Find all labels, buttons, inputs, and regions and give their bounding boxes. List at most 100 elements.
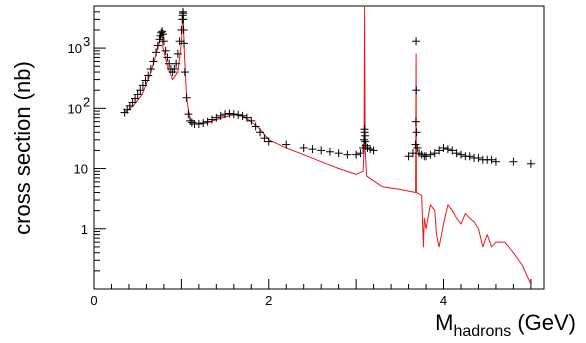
data-point bbox=[163, 53, 172, 62]
y-tick-label: 10 bbox=[74, 162, 88, 177]
y-tick-label: 10 bbox=[68, 41, 82, 56]
data-point bbox=[159, 37, 168, 46]
data-point bbox=[426, 150, 435, 159]
data-point bbox=[366, 145, 375, 154]
data-point bbox=[448, 146, 457, 155]
series-line bbox=[124, 5, 532, 285]
data-point bbox=[212, 113, 221, 122]
data-point bbox=[369, 146, 378, 155]
data-point bbox=[141, 76, 150, 85]
data-point bbox=[216, 111, 225, 120]
data-point bbox=[194, 119, 203, 128]
data-point bbox=[299, 143, 308, 152]
plot-frame bbox=[93, 5, 545, 290]
data-point bbox=[172, 59, 181, 68]
data-point bbox=[404, 152, 413, 161]
y-tick-label-base: 10 bbox=[68, 101, 82, 116]
data-point bbox=[133, 90, 142, 99]
data-point bbox=[186, 116, 195, 125]
data-point bbox=[173, 49, 182, 58]
y-tick-label: 10 bbox=[68, 101, 82, 116]
data-point bbox=[149, 57, 158, 66]
data-point bbox=[242, 113, 251, 122]
data-point bbox=[430, 149, 439, 158]
data-point bbox=[509, 157, 518, 166]
data-point bbox=[325, 147, 334, 156]
data-point bbox=[152, 48, 161, 57]
data-point bbox=[317, 146, 326, 155]
y-tick-label-exponent: 3 bbox=[83, 34, 90, 49]
data-point bbox=[435, 146, 444, 155]
data-point bbox=[179, 15, 188, 24]
data-point bbox=[412, 37, 421, 46]
data-point bbox=[360, 135, 368, 144]
x-axis-ticks: 0 2 4 bbox=[90, 279, 532, 308]
data-point bbox=[146, 64, 155, 73]
data-point bbox=[412, 86, 421, 95]
data-point bbox=[159, 30, 168, 39]
data-point bbox=[251, 122, 260, 131]
data-point bbox=[526, 159, 535, 168]
y-tick-label: 1 bbox=[81, 222, 88, 237]
data-point bbox=[170, 64, 179, 73]
data-point bbox=[182, 93, 191, 102]
x-tick-label: 2 bbox=[265, 293, 272, 308]
data-point bbox=[180, 39, 188, 48]
data-point bbox=[465, 152, 474, 161]
data-point bbox=[221, 110, 230, 119]
data-point bbox=[179, 25, 188, 34]
data-point bbox=[443, 145, 452, 154]
data-point bbox=[175, 37, 184, 46]
series-layer bbox=[120, 5, 535, 285]
x-axis-title-sub: hadrons bbox=[453, 323, 511, 340]
data-point bbox=[229, 110, 238, 119]
x-tick-label: 4 bbox=[440, 293, 447, 308]
data-point bbox=[247, 116, 256, 125]
data-point bbox=[136, 86, 145, 95]
data-point bbox=[361, 137, 370, 146]
data-point bbox=[343, 150, 352, 159]
data-point bbox=[456, 150, 465, 159]
y-tick-label-base: 1 bbox=[81, 222, 88, 237]
data-point bbox=[256, 128, 265, 137]
x-axis-title: Mhadrons (GeV) bbox=[435, 310, 576, 340]
data-point bbox=[138, 81, 147, 90]
data-point bbox=[356, 149, 365, 158]
x-axis-title-main: M bbox=[435, 310, 453, 335]
series-markers bbox=[120, 7, 535, 168]
data-point bbox=[238, 111, 247, 120]
data-point bbox=[422, 152, 431, 161]
data-point bbox=[411, 140, 420, 149]
data-point bbox=[260, 134, 269, 143]
data-point bbox=[491, 157, 500, 166]
y-axis-title: cross section (nb) bbox=[10, 61, 35, 235]
data-point bbox=[225, 109, 234, 118]
data-point bbox=[487, 155, 496, 164]
data-point bbox=[165, 59, 174, 68]
data-point bbox=[155, 35, 164, 44]
data-point bbox=[199, 119, 208, 128]
data-point bbox=[184, 110, 193, 119]
data-point bbox=[474, 153, 483, 162]
data-point bbox=[411, 117, 420, 126]
data-point bbox=[161, 46, 170, 55]
data-point bbox=[207, 115, 216, 124]
data-point bbox=[203, 117, 212, 126]
data-point bbox=[413, 143, 422, 152]
data-point bbox=[452, 149, 461, 158]
data-point bbox=[308, 145, 317, 154]
y-tick-label-base: 10 bbox=[68, 41, 82, 56]
data-point bbox=[282, 140, 291, 149]
data-point bbox=[334, 149, 343, 158]
data-point bbox=[234, 110, 243, 119]
data-point bbox=[144, 71, 153, 80]
data-point bbox=[264, 137, 273, 146]
data-point bbox=[412, 128, 421, 137]
x-axis-title-unit: (GeV) bbox=[517, 310, 576, 335]
y-tick-label-base: 10 bbox=[74, 162, 88, 177]
data-point bbox=[153, 41, 162, 50]
data-point bbox=[352, 150, 361, 159]
data-point bbox=[439, 143, 448, 152]
